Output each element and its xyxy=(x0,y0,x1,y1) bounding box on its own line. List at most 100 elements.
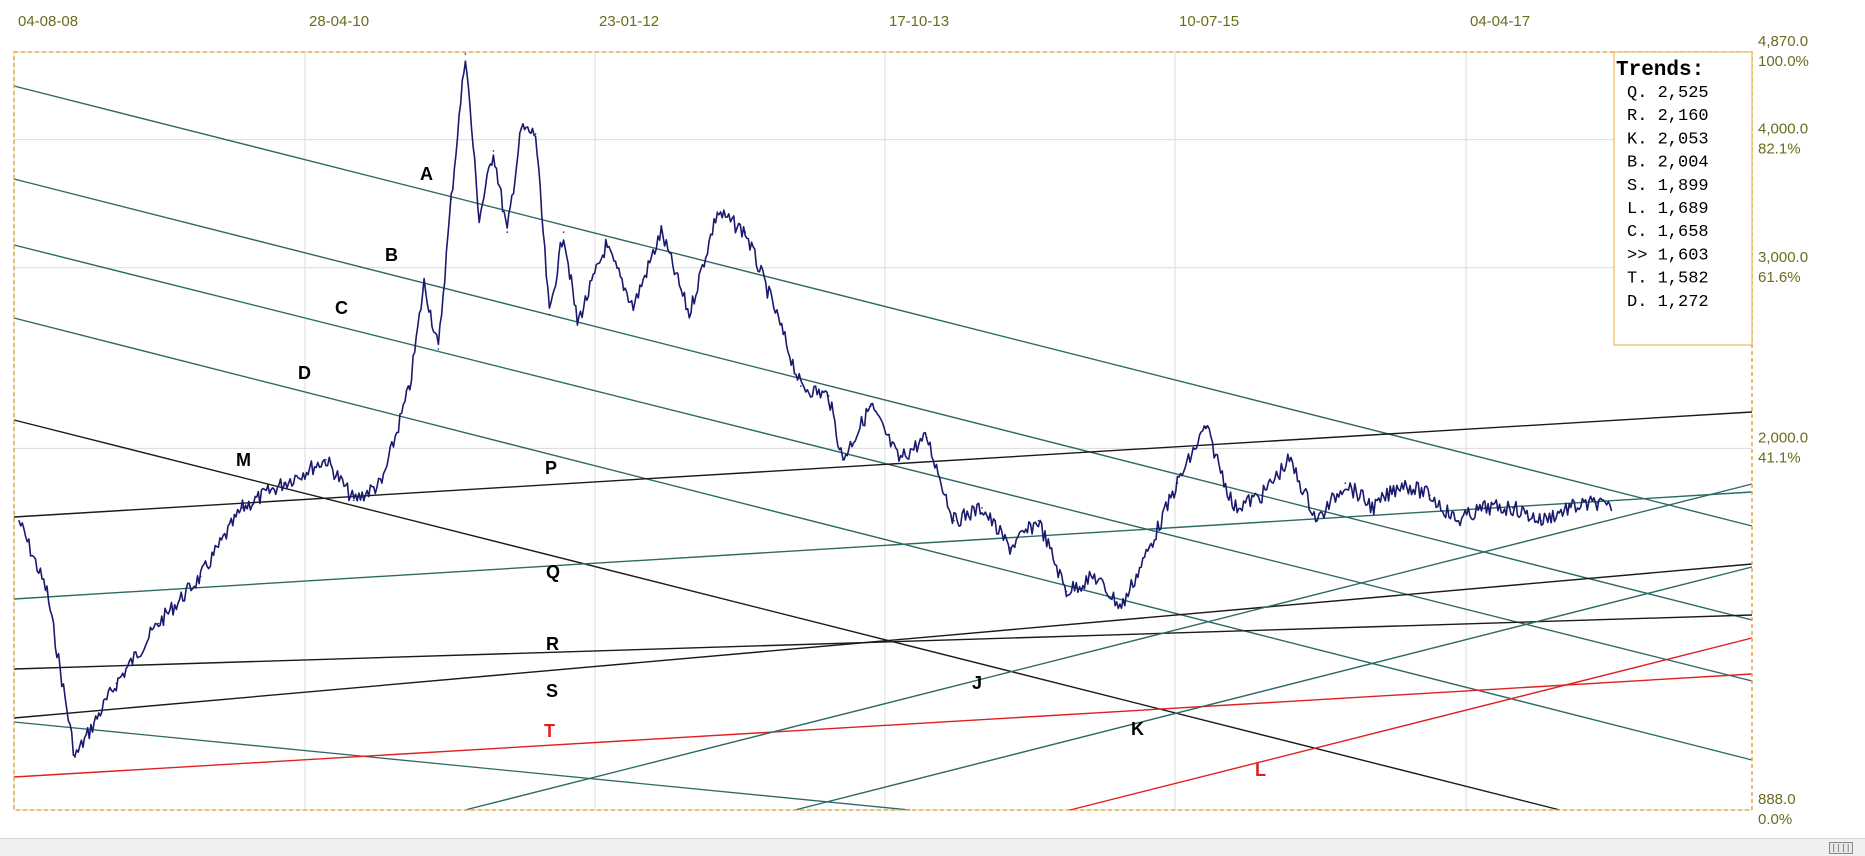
scroll-grip-icon[interactable]: |||| xyxy=(1829,842,1853,854)
price-point xyxy=(18,520,20,522)
price-point xyxy=(534,133,537,135)
price-point xyxy=(772,305,775,308)
trend-line-l xyxy=(1069,637,1753,811)
y-tick-percent-label: 61.6% xyxy=(1758,269,1801,286)
y-tick-percent-label: 0.0% xyxy=(1758,811,1792,828)
price-point xyxy=(74,756,76,758)
legend-entry: D. 1,272 xyxy=(1627,293,1709,312)
price-point xyxy=(548,313,551,316)
trend-line-m xyxy=(13,419,1561,811)
price-point xyxy=(828,395,830,397)
price-point xyxy=(46,590,48,593)
legend-entry: R. 2,160 xyxy=(1627,107,1709,126)
price-point xyxy=(800,385,802,387)
legend-entry: C. 1,658 xyxy=(1627,223,1709,242)
price-point xyxy=(1401,482,1403,484)
legend-entry: B. 2,004 xyxy=(1627,154,1709,173)
trend-line-a xyxy=(13,85,1753,527)
price-point xyxy=(898,458,900,461)
price-point xyxy=(283,482,285,484)
price-point xyxy=(1512,507,1514,509)
price-point xyxy=(1288,458,1291,461)
price-point xyxy=(353,499,355,502)
price-point xyxy=(660,231,663,233)
trend-label-r: R xyxy=(546,634,559,654)
trend-line-k xyxy=(794,566,1753,811)
trend-line-d xyxy=(13,317,1753,761)
price-point xyxy=(325,458,327,461)
trend-line-p xyxy=(13,411,1753,518)
price-point xyxy=(1540,520,1542,522)
legend-entry: S. 1,899 xyxy=(1627,177,1709,196)
price-point xyxy=(506,231,509,233)
price-point xyxy=(1093,575,1096,578)
price-point xyxy=(981,507,983,509)
price-point xyxy=(1148,547,1151,549)
trend-line-q xyxy=(13,491,1753,600)
price-point xyxy=(1120,606,1123,608)
trend-line-lower xyxy=(13,721,911,811)
price-point xyxy=(199,575,202,578)
x-tick-label: 04-04-17 xyxy=(1470,13,1530,30)
legend-entry: L. 1,689 xyxy=(1627,200,1709,219)
price-point xyxy=(1316,520,1319,522)
price-point xyxy=(115,682,118,685)
y-tick-price-label: 2,000.0 xyxy=(1758,429,1808,446)
trend-label-d: D xyxy=(298,363,311,383)
trend-line-c xyxy=(13,244,1753,682)
x-tick-label: 28-04-10 xyxy=(309,13,369,30)
y-tick-percent-label: 41.1% xyxy=(1758,449,1801,466)
x-tick-label: 10-07-15 xyxy=(1179,13,1239,30)
x-tick-label: 04-08-08 xyxy=(18,13,78,30)
legend-entry: K. 2,053 xyxy=(1627,130,1709,149)
price-point xyxy=(562,231,565,233)
x-tick-label: 23-01-12 xyxy=(599,13,659,30)
price-point xyxy=(1344,482,1347,484)
price-point xyxy=(157,622,160,625)
y-tick-price-label: 4,870.0 xyxy=(1758,33,1808,50)
price-point xyxy=(381,482,383,484)
trend-line-r xyxy=(13,614,1753,670)
price-point xyxy=(1429,494,1431,497)
price-point xyxy=(1373,507,1375,509)
y-tick-price-label: 4,000.0 xyxy=(1758,121,1808,138)
price-point xyxy=(492,150,495,152)
price-point xyxy=(926,436,928,439)
price-point xyxy=(423,282,425,284)
horizontal-scrollbar[interactable]: |||| xyxy=(0,838,1865,856)
price-point xyxy=(744,231,747,233)
plot-border xyxy=(13,51,1753,811)
trend-label-c: C xyxy=(335,298,348,318)
price-point xyxy=(688,313,691,316)
price-point xyxy=(1037,520,1040,522)
price-point xyxy=(1065,590,1068,593)
price-point xyxy=(1233,507,1235,509)
price-point xyxy=(1009,547,1011,549)
y-tick-percent-label: 100.0% xyxy=(1758,53,1809,70)
legend-entry: T. 1,582 xyxy=(1627,270,1709,289)
price-point xyxy=(1484,507,1486,509)
price-point xyxy=(576,322,579,324)
price-point xyxy=(716,211,719,213)
trend-label-q: Q xyxy=(546,562,560,582)
price-point xyxy=(1596,502,1598,504)
price-point xyxy=(605,245,607,247)
price-chart[interactable]: 04-08-08 28-04-10 23-01-12 17-10-13 10-07-15… xyxy=(0,0,1865,838)
legend-entry: >> 1,603 xyxy=(1627,246,1709,265)
trend-label-j: J xyxy=(972,673,982,693)
price-point xyxy=(1610,509,1613,512)
trend-label-k: K xyxy=(1131,719,1144,739)
price-point xyxy=(1205,425,1207,428)
price-point xyxy=(870,405,872,407)
trend-label-b: B xyxy=(385,245,398,265)
trend-line-b xyxy=(13,178,1753,621)
y-tick-price-label: 3,000.0 xyxy=(1758,249,1808,266)
price-point xyxy=(478,217,481,220)
trend-label-a: A xyxy=(420,164,433,184)
y-tick-percent-label: 82.1% xyxy=(1758,141,1801,158)
price-point xyxy=(241,507,244,509)
price-point xyxy=(953,520,955,522)
price-point xyxy=(1456,520,1458,522)
trend-line-s xyxy=(13,563,1753,719)
y-tick-price-label: 888.0 xyxy=(1758,791,1796,808)
